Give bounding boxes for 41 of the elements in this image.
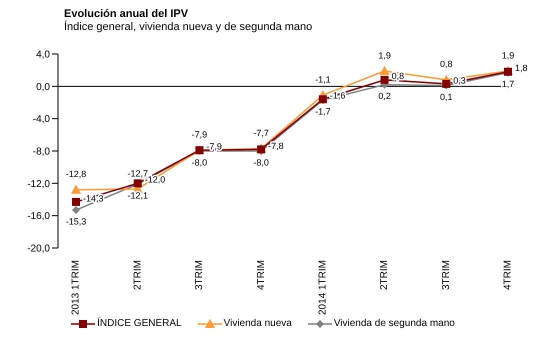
data-label: 1,9 [378, 50, 391, 60]
chart-title: Evolución anual del IPV [64, 8, 190, 20]
data-label: -12,1 [127, 190, 148, 201]
x-tick-label: 2TRIM [379, 260, 390, 290]
x-tick-label: 4TRIM [502, 260, 514, 290]
x-tick-label: 2013 1TRIM [70, 260, 82, 316]
legend-label: ÍNDICE GENERAL [97, 318, 182, 329]
y-tick-label: -8,0 [32, 146, 50, 158]
legend-label: Vivienda de segunda mano [334, 318, 455, 329]
data-label: -12,8 [66, 169, 86, 180]
x-tick-label: 3TRIM [194, 260, 206, 290]
x-tick-label: 4TRIM [256, 260, 267, 290]
x-tick-label: 3TRIM [440, 260, 452, 290]
data-label: -1,7 [315, 106, 331, 116]
x-tick-label: 2014 1TRIM [318, 260, 328, 316]
y-tick-label: -20,0 [27, 244, 50, 255]
x-tick-label: 2TRIM [132, 260, 144, 290]
data-label: 0,1 [440, 92, 453, 102]
data-label: 0,8 [392, 71, 404, 82]
data-label: -1,1 [315, 74, 331, 85]
data-label: -7,8 [268, 140, 284, 151]
data-label: -8,0 [253, 157, 269, 168]
data-label: 1,9 [502, 50, 514, 60]
legend-label: Vivienda nueva [224, 318, 292, 329]
data-label: 1,7 [502, 78, 514, 89]
data-label: -7,9 [192, 130, 208, 140]
data-label: 1,8 [515, 63, 528, 74]
data-label: 0,2 [378, 91, 391, 102]
y-tick-label: 0,0 [36, 82, 50, 93]
data-label: 0,8 [440, 59, 453, 70]
y-tick-label: -4,0 [32, 114, 50, 126]
y-tick-label: -16,0 [27, 211, 50, 222]
data-label: -8,0 [192, 157, 208, 168]
y-tick-label: 4,0 [36, 50, 50, 61]
y-tick-label: -12,0 [27, 178, 50, 190]
data-label: -7,7 [253, 128, 269, 138]
data-label: -12,7 [127, 168, 148, 178]
chart-subtitle: Índice general, vivienda nueva y de segunda mano [64, 21, 314, 34]
data-label: 0,3 [453, 75, 466, 86]
data-label: -15,3 [66, 216, 86, 226]
data-label: -7,9 [206, 142, 222, 152]
